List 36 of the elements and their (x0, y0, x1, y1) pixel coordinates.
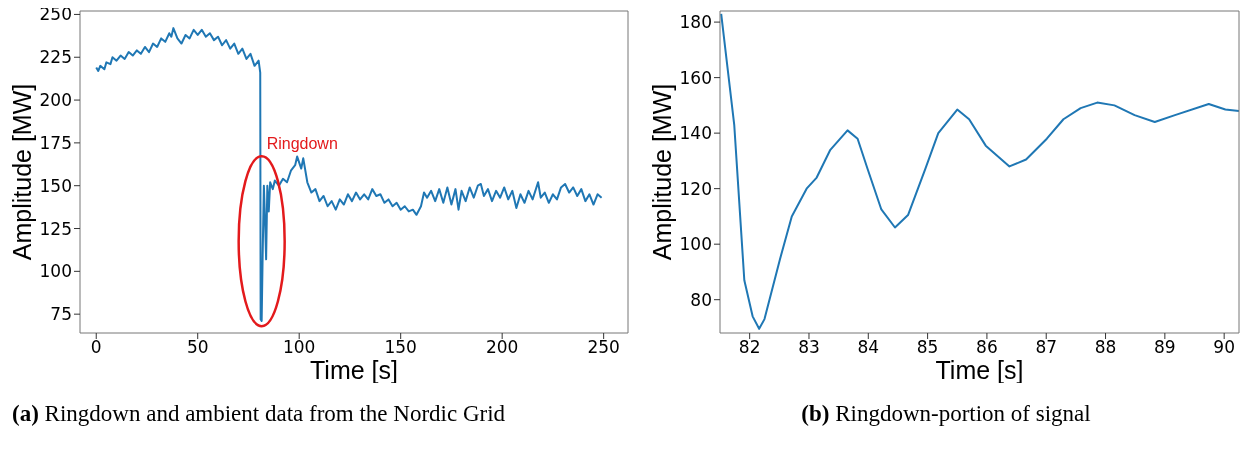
x-tick-label: 90 (1213, 337, 1235, 358)
y-tick-label: 250 (39, 4, 72, 25)
y-tick-label: 160 (679, 67, 712, 88)
annotation: Ringdown (266, 135, 338, 153)
x-tick-label: 85 (916, 337, 939, 358)
y-tick-label: 120 (679, 178, 712, 199)
y-tick-label: 175 (39, 132, 72, 153)
text: (b) Ringdown-portion of signal (800, 400, 1092, 428)
x-tick-label: 83 (798, 337, 820, 358)
x-tick-label: 82 (738, 337, 761, 358)
y-tick-label: 100 (39, 261, 72, 282)
x-tick-label: 250 (587, 337, 620, 358)
y-tick-label: 140 (679, 123, 712, 144)
x-tick-label: 100 (282, 337, 316, 358)
x-tick-label: 89 (1154, 337, 1176, 358)
y-tick-label: 200 (39, 90, 72, 111)
x-tick-label: 87 (1035, 337, 1058, 358)
y-tick-label: 80 (690, 289, 712, 310)
y-tick-label: 150 (39, 175, 72, 196)
y-tick-label: 100 (679, 234, 712, 255)
x-tick-label: 88 (1094, 337, 1117, 358)
y-tick-label: 225 (39, 47, 72, 68)
x-tick-label: 86 (976, 337, 998, 358)
x-tick-label: 50 (186, 337, 209, 358)
x-tick-label: 0 (90, 337, 102, 358)
x-tick-label: 150 (384, 337, 417, 358)
y-tick-label: 75 (50, 304, 72, 325)
y-tick-label: 125 (39, 218, 72, 239)
y-axis-title: Amplitude [MW] (8, 83, 36, 261)
x-tick-label: 200 (485, 337, 519, 358)
line-series (720, 12, 1239, 330)
text: (a) Ringdown and ambient data from the Nordic Grid (12, 400, 507, 428)
y-axis-title: Amplitude [MW] (648, 83, 676, 261)
line-series (95, 27, 603, 323)
x-tick-label: 84 (857, 337, 880, 358)
y-tick-label: 180 (679, 12, 712, 33)
